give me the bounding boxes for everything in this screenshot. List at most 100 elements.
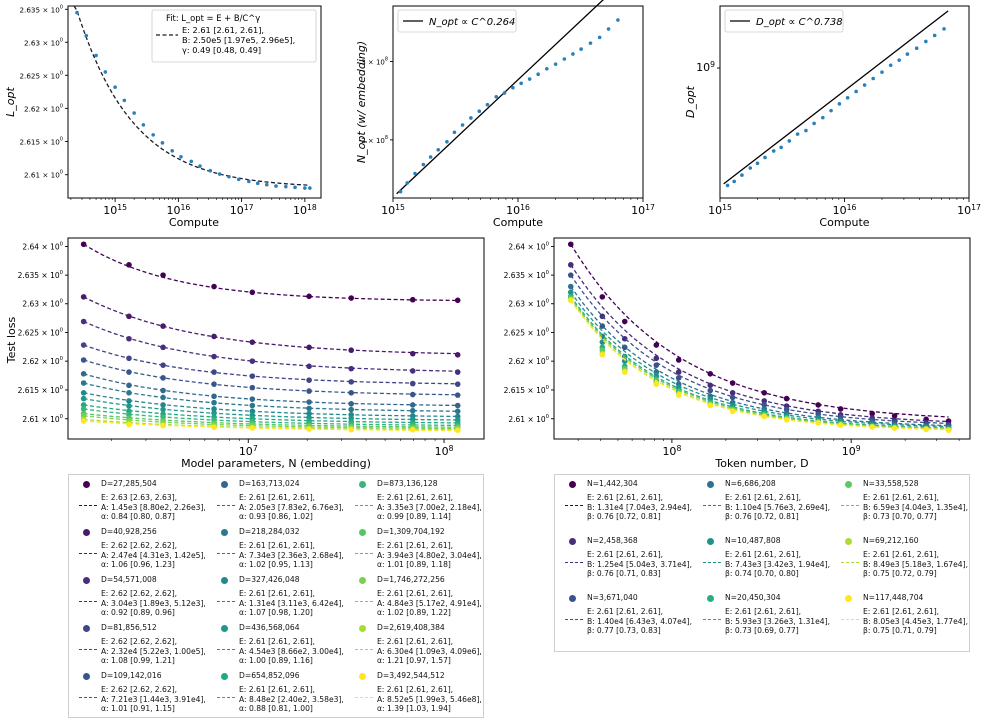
- legend-fit-swatch: [79, 649, 97, 650]
- legend-entry-name: D=2,619,408,384: [377, 623, 445, 632]
- legend-fit-line: β: 0.76 [0.71, 0.83]: [587, 569, 661, 578]
- legend-marker: [221, 577, 228, 584]
- legend-entry-name: N=2,458,368: [587, 536, 638, 545]
- data-point-6: [160, 394, 166, 401]
- y-tick-label: 2.635 × 100: [504, 270, 549, 280]
- fit-curve-5: [83, 373, 458, 407]
- data-point-8: [599, 352, 606, 358]
- data-point: [170, 148, 175, 153]
- data-point-2: [249, 358, 256, 364]
- data-point-0: [837, 406, 844, 412]
- legend-fit-line: α: 1.39 [1.03, 1.94]: [377, 704, 451, 713]
- data-point-4: [454, 392, 461, 398]
- legend-marker: [221, 673, 228, 680]
- data-point-2: [160, 344, 166, 351]
- data-point-0: [653, 342, 660, 348]
- data-point: [579, 47, 583, 51]
- data-point-8: [675, 392, 682, 398]
- data-point: [771, 149, 776, 153]
- fit-curve-3: [83, 344, 458, 385]
- legend-fit-swatch: [703, 562, 721, 563]
- loss_vs_compute-frame: [67, 5, 322, 199]
- panel-loss-vs-tokens: 108 109 2.61 × 100 2.615 × 100 2.62 × 100 2.6…: [504, 237, 971, 470]
- legend-fit-swatch: [565, 619, 583, 620]
- legend-fit-line: B: 5.93e3 [3.26e3, 1.31e4],: [725, 616, 830, 626]
- legend-fit-line: E: 2.61 [2.61, 2.61],: [239, 541, 316, 550]
- fit-legend-line: γ: 0.49 [0.48, 0.49]: [182, 45, 261, 55]
- fit-curve-2: [83, 320, 458, 372]
- data-point: [519, 81, 523, 86]
- fit-legend-line: E: 2.61 [2.61, 2.61],: [182, 25, 264, 35]
- x-tick-label: 1017: [631, 203, 655, 217]
- data-point-4: [567, 289, 574, 296]
- data-point: [84, 33, 89, 38]
- legend-entry-name: D=40,928,256: [101, 527, 157, 536]
- legend-fit-line: E: 2.61 [2.61, 2.61],: [377, 493, 454, 502]
- x-axis-label: Compute: [169, 216, 219, 229]
- legend-entry-name: D=109,142,016: [101, 671, 162, 680]
- fit-legend-label: D_opt ∝ C^0.738: [756, 17, 843, 28]
- data-point-8: [160, 406, 166, 413]
- legend-entry-name: D=54,571,008: [101, 575, 157, 584]
- legend-marker: [221, 625, 228, 632]
- y-tick-label: 2.63 × 100: [22, 299, 63, 309]
- legend-entry-name: N=33,558,528: [863, 479, 919, 488]
- legend-fit-line: α: 1.01 [0.89, 1.18]: [377, 560, 451, 569]
- legend-entry-name: D=873,136,128: [377, 479, 438, 488]
- data-point: [141, 123, 146, 127]
- loss_vs_tokens-frame: [553, 237, 971, 440]
- data-point-8: [945, 427, 952, 434]
- data-point-8: [621, 369, 628, 375]
- legend-fit-line: E: 2.61 [2.61, 2.61],: [863, 493, 940, 502]
- fit-curve-4: [570, 291, 949, 428]
- legend-marker: [359, 577, 366, 584]
- legend-marker: [845, 538, 852, 545]
- fit-legend-box: [397, 9, 517, 33]
- fit-legend-title: Fit: L_opt = E + B/C^γ: [166, 13, 260, 23]
- legend-fit-line: A: 8.52e5 [1.99e3, 5.46e8],: [377, 694, 482, 704]
- y-tick-label: 2.62 × 100: [24, 103, 63, 113]
- data-point-2: [409, 368, 416, 374]
- fit-curve-5: [570, 295, 949, 429]
- legend-marker: [359, 529, 366, 536]
- fit-curve-6: [83, 382, 458, 412]
- y-tick-label: 2.62 × 100: [22, 356, 63, 366]
- legend-fit-swatch: [217, 553, 235, 554]
- data-point-0: [891, 413, 898, 419]
- y-tick-label: 2.635 × 100: [19, 4, 63, 14]
- data-point-1: [409, 350, 416, 357]
- legend-fit-swatch: [217, 505, 235, 506]
- data-point-4: [306, 388, 312, 394]
- data-point-0: [160, 272, 166, 278]
- legend-entry-name: D=1,746,272,256: [377, 575, 445, 584]
- fit-line: [723, 10, 949, 185]
- legend-marker: [359, 625, 366, 632]
- data-point-2: [454, 369, 461, 375]
- legend-marker: [83, 481, 90, 488]
- legend-fit-line: α: 0.84 [0.80, 0.87]: [101, 512, 175, 521]
- data-point: [888, 63, 893, 68]
- data-point: [436, 147, 441, 152]
- data-point: [553, 62, 558, 66]
- data-point: [303, 186, 307, 190]
- legend-fit-swatch: [79, 505, 97, 506]
- data-point-3: [160, 362, 166, 368]
- fit-curve-8: [83, 397, 458, 421]
- data-point: [812, 121, 816, 126]
- data-point-3: [211, 369, 217, 375]
- data-point: [264, 182, 269, 187]
- legend-entry-name: N=6,686,208: [725, 479, 776, 488]
- data-point-3: [306, 377, 312, 383]
- data-point: [421, 162, 426, 167]
- legend-entry-name: D=27,285,504: [101, 479, 157, 488]
- data-point-5: [80, 371, 87, 377]
- data-point: [179, 154, 183, 159]
- legend-entry-name: D=81,856,512: [101, 623, 157, 632]
- legend-fit-line: B: 8.05e3 [4.45e3, 1.77e4],: [863, 616, 968, 626]
- data-point: [571, 52, 575, 56]
- legend-fit-line: α: 1.02 [0.89, 1.22]: [377, 608, 451, 617]
- legend-left: D=27,285,504 E: 2.63 [2.63, 2.63], A: 1.45…: [68, 474, 484, 718]
- legend-fit-line: B: 1.10e4 [5.76e3, 2.69e4],: [725, 502, 830, 512]
- data-point-8: [761, 413, 768, 420]
- data-point-1: [729, 390, 736, 396]
